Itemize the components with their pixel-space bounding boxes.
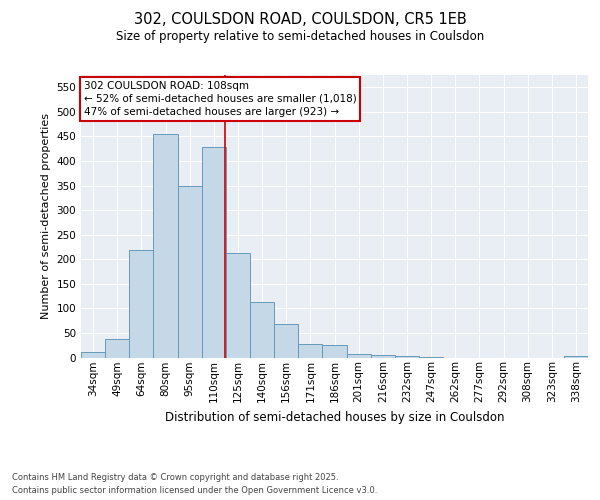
Bar bbox=[226, 253, 250, 358]
Bar bbox=[322, 345, 347, 358]
Bar bbox=[347, 354, 371, 358]
X-axis label: Distribution of semi-detached houses by size in Coulsdon: Distribution of semi-detached houses by … bbox=[165, 410, 504, 424]
Text: 302, COULSDON ROAD, COULSDON, CR5 1EB: 302, COULSDON ROAD, COULSDON, CR5 1EB bbox=[134, 12, 466, 28]
Bar bbox=[274, 324, 298, 358]
Bar bbox=[395, 356, 419, 358]
Bar bbox=[250, 302, 274, 358]
Bar bbox=[105, 339, 129, 357]
Text: Contains HM Land Registry data © Crown copyright and database right 2025.: Contains HM Land Registry data © Crown c… bbox=[12, 472, 338, 482]
Bar bbox=[564, 356, 588, 358]
Bar bbox=[419, 356, 443, 358]
Bar bbox=[178, 186, 202, 358]
Bar bbox=[298, 344, 322, 357]
Bar bbox=[81, 352, 105, 358]
Bar bbox=[202, 147, 226, 358]
Bar bbox=[371, 355, 395, 358]
Bar bbox=[129, 250, 154, 358]
Text: 302 COULSDON ROAD: 108sqm
← 52% of semi-detached houses are smaller (1,018)
47% : 302 COULSDON ROAD: 108sqm ← 52% of semi-… bbox=[83, 80, 356, 117]
Bar bbox=[154, 134, 178, 358]
Text: Contains public sector information licensed under the Open Government Licence v3: Contains public sector information licen… bbox=[12, 486, 377, 495]
Text: Size of property relative to semi-detached houses in Coulsdon: Size of property relative to semi-detach… bbox=[116, 30, 484, 43]
Y-axis label: Number of semi-detached properties: Number of semi-detached properties bbox=[41, 114, 51, 320]
